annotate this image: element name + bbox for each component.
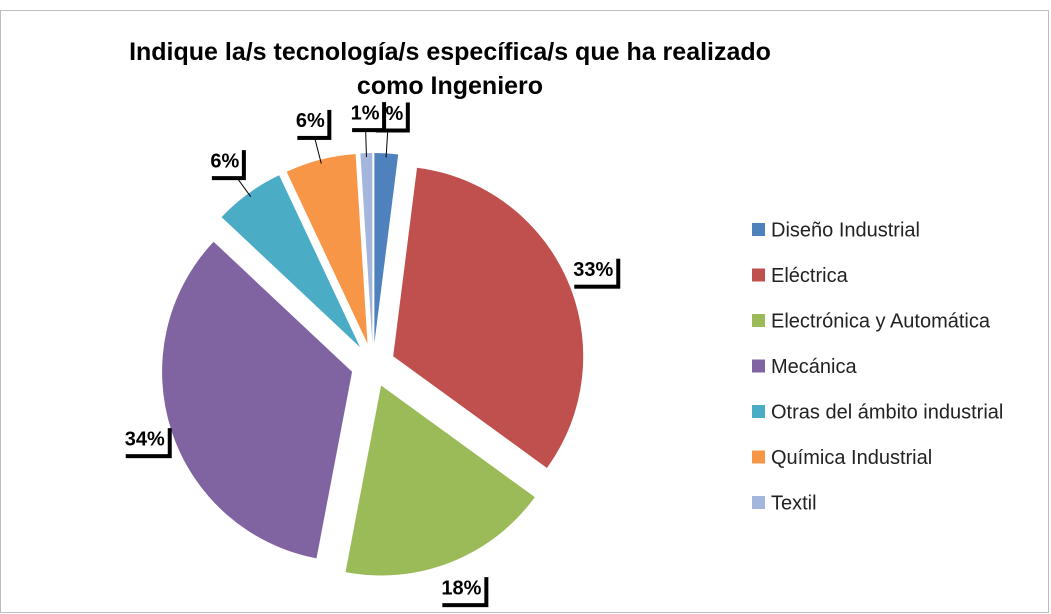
legend-swatch [752, 496, 765, 509]
legend-swatch [752, 268, 765, 282]
data-label: 33% [573, 259, 613, 281]
legend-label: Mecánica [771, 356, 857, 378]
legend-swatch [752, 450, 765, 464]
legend-label: Textil [771, 492, 817, 514]
legend-swatch [752, 405, 765, 418]
label-box [121, 424, 168, 455]
legend-label: Electrónica y Automática [771, 310, 991, 332]
chart-title: Indique la/s tecnología/s específica/s q… [129, 38, 771, 100]
data-label: 6% [296, 110, 325, 132]
pie-slice [360, 153, 373, 344]
label-box [570, 254, 617, 285]
legend-swatch [752, 314, 765, 327]
legend-label: Diseño Industrial [771, 219, 920, 241]
data-label: 34% [125, 428, 165, 450]
pie-slice [374, 153, 399, 344]
legend-swatch [752, 359, 765, 373]
legend-label: Eléctrica [771, 265, 849, 287]
pie-slice [221, 175, 361, 348]
label-box [348, 98, 383, 129]
legend-swatch [752, 223, 765, 236]
pie-slice [286, 154, 368, 344]
label-box [207, 146, 242, 177]
pie-slice [162, 241, 353, 559]
pie-slice [393, 167, 584, 468]
legend-label: Química Industrial [771, 447, 932, 469]
label-box [438, 573, 485, 604]
data-label: 6% [210, 150, 239, 172]
label-box [293, 105, 328, 136]
data-label: 1% [351, 102, 380, 124]
pie-slice [345, 385, 535, 576]
chart-frame [0, 10, 1049, 613]
data-label: 18% [441, 577, 481, 599]
legend-label: Otras del ámbito industrial [771, 401, 1003, 423]
